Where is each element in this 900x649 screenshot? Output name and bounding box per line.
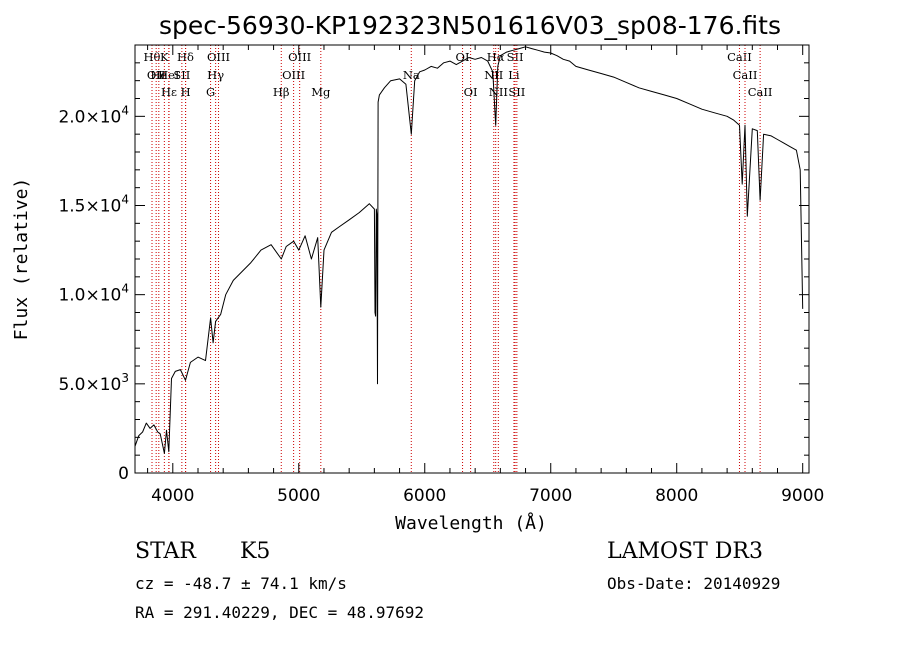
y-tick-exponent-4: 4: [121, 103, 129, 117]
y-tick-exponent-2: 4: [121, 282, 129, 296]
line-marker-label-3: K: [160, 50, 169, 64]
x-axis-label: Wavelength (Å): [395, 512, 547, 534]
coordinates: RA = 291.40229, DEC = 48.97692: [135, 603, 424, 622]
line-marker-label-16: Na: [403, 68, 420, 82]
line-marker-label-20: Hα: [487, 50, 505, 64]
y-tick-label-0: 0: [118, 464, 129, 484]
line-marker-label-0: Hθ: [144, 50, 161, 64]
y-tick-mantissa-0: 0: [118, 464, 129, 484]
chart-title: spec-56930-KP192323N501616V03_sp08-176.f…: [159, 11, 781, 40]
y-tick-label-3: 1.5×104: [58, 193, 129, 217]
line-marker-label-12: Hβ: [273, 85, 290, 99]
y-tick-mantissa-4: 2.0×10: [58, 107, 121, 127]
line-marker-label-27: CaII: [748, 85, 773, 99]
x-axis: 4000 5000 6000 7000 8000 9000: [147, 45, 824, 506]
y-tick-label-4: 2.0×104: [58, 103, 129, 127]
line-marker-label-26: CaII: [733, 68, 758, 82]
line-marker-label-6: SII: [173, 68, 190, 82]
y-tick-exponent-3: 4: [121, 193, 129, 207]
series-line-0: [134, 46, 804, 454]
line-marker-label-8: H: [181, 85, 191, 99]
redshift-cz: cz = -48.7 ± 74.1 km/s: [135, 574, 347, 593]
line-marker-label-23: SII: [507, 50, 524, 64]
x-tick-label-2: 6000: [403, 486, 446, 506]
spectrum-series: [134, 46, 804, 454]
y-tick-label-2: 1.0×104: [58, 282, 129, 306]
object-class: STAR: [135, 539, 196, 564]
y-tick-exponent-1: 3: [121, 371, 129, 385]
line-marker-label-24: SII: [508, 85, 525, 99]
y-tick-mantissa-1: 5.0×10: [58, 375, 121, 395]
y-axis-label: Flux (relative): [11, 178, 32, 341]
line-marker-label-14: OIII: [288, 50, 311, 64]
x-tick-label-1: 5000: [277, 486, 320, 506]
line-marker-label-13: OIII: [282, 68, 305, 82]
line-marker-label-2: He: [150, 68, 167, 82]
line-marker-label-21: NII: [489, 85, 508, 99]
line-marker-label-15: Mg: [311, 85, 331, 99]
survey-name: LAMOST DR3: [607, 539, 763, 564]
line-marker-label-11: OIII: [207, 50, 230, 64]
line-marker-label-18: OI: [464, 85, 478, 99]
observation-date: Obs-Date: 20140929: [607, 574, 781, 593]
line-marker-label-25: CaII: [727, 50, 752, 64]
object-subclass: K5: [240, 539, 271, 564]
line-marker-label-17: OI: [456, 50, 470, 64]
line-marker-label-1: OII: [147, 68, 166, 82]
line-marker-label-9: G: [206, 85, 215, 99]
x-tick-label-3: 7000: [529, 486, 572, 506]
x-tick-label-5: 9000: [781, 486, 824, 506]
line-marker-label-22: Li: [508, 68, 520, 82]
y-tick-mantissa-3: 1.5×10: [58, 197, 121, 217]
plot-frame: [134, 44, 810, 474]
y-tick-label-1: 5.0×103: [58, 371, 129, 395]
line-marker-label-10: Hγ: [207, 68, 224, 82]
y-tick-mantissa-2: 1.0×10: [58, 286, 121, 306]
x-tick-label-0: 4000: [151, 486, 194, 506]
x-tick-label-4: 8000: [655, 486, 698, 506]
line-marker-label-5: Hε: [161, 85, 177, 99]
line-marker-label-19: NII: [484, 68, 503, 82]
